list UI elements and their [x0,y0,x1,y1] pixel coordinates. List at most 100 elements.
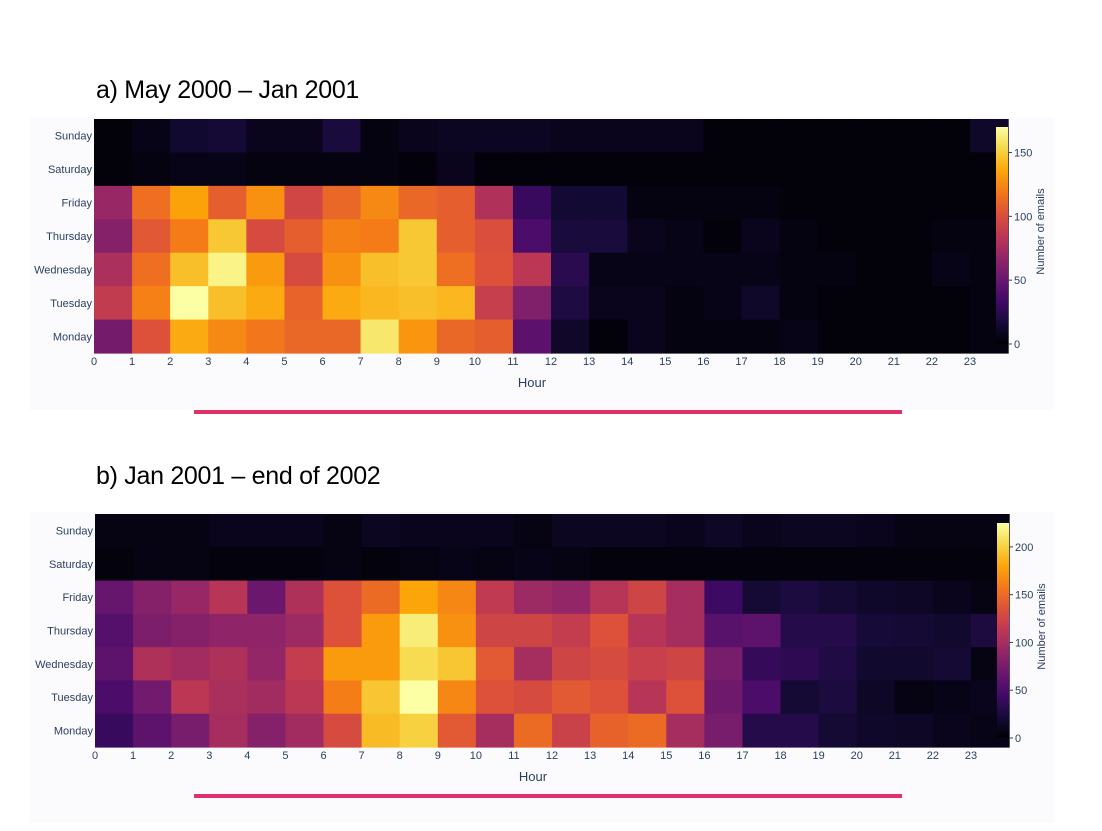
heatmap-cell [779,286,819,321]
heatmap-cell [361,713,401,748]
x-tick-label: 16 [698,750,710,762]
colorbar-tick-label: 150 [1014,148,1032,160]
heatmap-cell [322,152,362,187]
y-tick-label: Sunday [56,526,94,538]
heatmap-cell [855,119,895,154]
heatmap-cell [741,252,781,287]
heatmap-cell [323,580,363,615]
heatmap-cell [133,647,172,682]
x-tick-label: 22 [926,356,938,368]
heatmap-cell [247,647,287,682]
heatmap-cell [513,647,553,682]
heatmap-cell [818,547,858,582]
heatmap-cell [133,613,172,648]
x-tick-label: 9 [435,750,441,762]
heatmap-cell [133,580,172,615]
heatmap-cell [436,219,476,254]
heatmap-cell [285,647,325,682]
x-tick-label: 18 [774,750,786,762]
heatmap-cell [436,119,476,154]
heatmap-cells [94,119,1009,354]
heatmap-cell [323,514,363,548]
heatmap-cell [551,119,590,154]
heatmap-cell [551,252,590,287]
heatmap-cell [932,680,972,715]
heatmap-cell [398,219,438,254]
heatmap-cell [551,319,590,354]
heatmap-cell [779,219,819,254]
heatmap-cell [361,613,401,648]
heatmap-cell [361,680,401,715]
heatmap-cell [133,680,172,715]
x-tick-label: 18 [773,356,785,368]
heatmap-cell [170,286,209,321]
heatmap-cell [894,647,934,682]
heatmap-cell [780,680,820,715]
x-axis-label: Hour [519,769,548,784]
heatmap-cell [95,680,134,715]
heatmap-cell [741,119,781,154]
heatmap-cell [360,152,400,187]
y-tick-label: Thursday [46,231,92,243]
x-tick-label: 19 [812,356,824,368]
heatmap-cell [437,514,477,548]
heatmap-cell [817,286,857,321]
heatmap-cell [665,152,704,187]
heatmap-cell [284,219,324,254]
heatmap-cell [855,286,895,321]
section-divider [194,410,902,414]
heatmap-cell [780,613,820,648]
heatmap-cell [893,252,933,287]
heatmap-cell [208,252,247,287]
heatmap-cell [171,680,210,715]
heatmap-cell [475,547,515,582]
heatmap-cell [893,185,933,220]
heatmap-cell [817,319,857,354]
heatmap-cell [627,252,666,287]
heatmap-cell [665,286,704,321]
heatmap-cell [818,680,858,715]
heatmap-cell [779,252,819,287]
heatmap-cell [209,713,248,748]
section-divider [194,794,902,798]
heatmap-cell [513,613,553,648]
heatmap-cell [475,514,515,548]
heatmap-cell [818,647,858,682]
x-tick-label: 11 [507,356,518,368]
heatmap-cell [398,252,438,287]
heatmap-cell [170,119,209,154]
x-axis-label: Hour [518,375,547,390]
x-tick-label: 0 [91,356,97,368]
x-tick-label: 9 [434,356,440,368]
y-tick-label: Thursday [47,626,93,638]
heatmap-cell [360,119,400,154]
heatmap-cell [513,580,553,615]
heatmap-cell [360,185,400,220]
heatmap-cell [817,152,857,187]
heatmap-cell [246,286,286,321]
x-tick-label: 20 [851,750,863,762]
heatmap-cell [704,547,744,582]
heatmap-cell [95,514,134,548]
heatmap-cell [436,252,476,287]
heatmap-cell [209,680,248,715]
heatmap-cell [666,547,705,582]
x-tick-label: 7 [358,356,364,368]
heatmap-cell [856,514,896,548]
heatmap-cell [855,152,895,187]
heatmap-cell [475,647,515,682]
heatmap-cell [741,219,781,254]
heatmap-cell [855,252,895,287]
heatmap-cell [932,647,972,682]
heatmap-cell [170,219,209,254]
heatmap-cell [894,680,934,715]
heatmap-cell [133,713,172,748]
heatmap-cell [627,152,666,187]
heatmap-cell [704,514,744,548]
heatmap-cell [209,547,248,582]
heatmap-cell [208,152,247,187]
heatmap-cell [742,580,782,615]
x-tick-label: 14 [621,356,633,368]
x-tick-label: 19 [813,750,825,762]
y-tick-label: Wednesday [35,659,93,671]
